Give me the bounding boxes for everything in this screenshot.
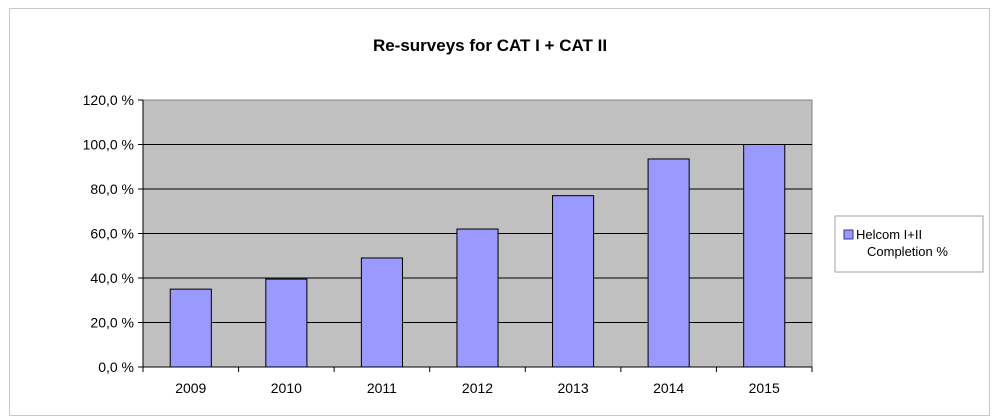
- y-tick-label: 20,0 %: [90, 315, 134, 331]
- bar-2013: [552, 195, 595, 368]
- x-tick-label: 2013: [557, 380, 588, 396]
- chart-svg: Re-surveys for CAT I + CAT II 0,0 % 20,0 …: [83, 36, 984, 396]
- y-axis: 0,0 % 20,0 % 40,0 % 60,0 % 80,0 % 100,0 % 120,…: [83, 92, 144, 375]
- bars: [169, 144, 786, 368]
- bar-2010: [265, 278, 308, 368]
- x-tick-label: 2012: [462, 380, 493, 396]
- bar-2014: [647, 158, 690, 368]
- legend: Helcom I+II Completion %: [834, 215, 984, 273]
- y-tick-label: 40,0 %: [90, 270, 134, 286]
- x-tick-label: 2015: [749, 380, 780, 396]
- bar-2012: [456, 228, 499, 368]
- legend-label-line-1: Helcom I+II: [856, 227, 922, 242]
- bar-2011: [360, 257, 403, 368]
- y-tick-label: 100,0 %: [83, 137, 134, 153]
- legend-label-line-2: Completion %: [867, 244, 948, 259]
- x-axis: 2009 2010 2011 2012 2013 2014 2015: [142, 366, 813, 396]
- y-tick-label: 0,0 %: [98, 359, 134, 375]
- x-tick-label: 2010: [271, 380, 302, 396]
- x-tick-label: 2011: [367, 380, 397, 396]
- legend-swatch: [843, 229, 854, 240]
- chart-title: Re-surveys for CAT I + CAT II: [373, 36, 607, 55]
- y-tick-label: 80,0 %: [90, 181, 134, 197]
- legend-box: [834, 215, 984, 273]
- chart-frame: Re-surveys for CAT I + CAT II 0,0 % 20,0 …: [9, 8, 990, 416]
- y-tick-label: 120,0 %: [83, 92, 134, 108]
- x-tick-label: 2014: [653, 380, 684, 396]
- bar-2009: [169, 288, 212, 368]
- x-tick-label: 2009: [175, 380, 206, 396]
- bar-2015: [743, 144, 786, 368]
- y-tick-label: 60,0 %: [90, 226, 134, 242]
